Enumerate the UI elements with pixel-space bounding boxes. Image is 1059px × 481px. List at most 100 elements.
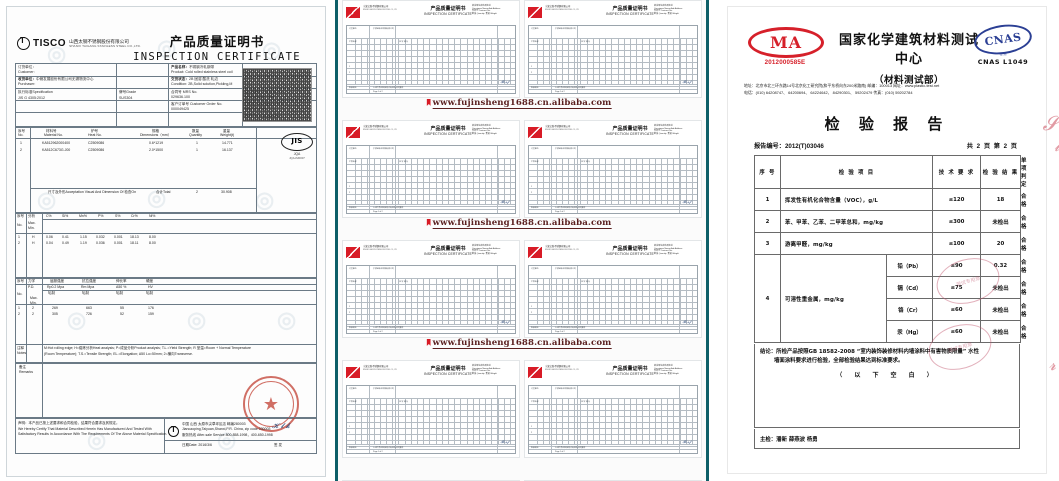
page-title-cn: 产品质量证明书 [169, 34, 265, 49]
table-row: 1 挥发性有机化合物含量（VOC），g/L ≤120 18 合格 [754, 188, 1026, 211]
cnas-code: CNAS L1049 [977, 58, 1029, 66]
table-row: 3 游离甲醛，mg/kg ≤100 20 合格 [754, 232, 1026, 255]
conclusion-box: 结论：所检产品按照GB 18582-2008 “室内装饰装修材料内墙涂料中有害物… [754, 344, 1020, 428]
baoxin-logo-icon [346, 7, 360, 18]
mini-header-right: 收货单位名称及地址 Consignee Name And Address 合同号 C… [472, 5, 501, 16]
items-total-weight: 30.908 [221, 190, 232, 194]
report-footer: 主检：潘新 薛燕波 杨勇 [754, 429, 1020, 449]
table-row: 4 可溶性重金属，mg/kg 铅（Pb） ≤90 0.32 合格 [754, 254, 1026, 343]
row-result: 未检出 [980, 320, 1021, 343]
handwritten-red-mark: 𝓵 [1054, 137, 1059, 155]
product-en: Product: Cold rolled stainless steel coi… [171, 70, 233, 74]
mini-title: 产品质量证明书 INSPECTION CERTIFICATE [606, 126, 654, 136]
product-label: 产品名称：不锈钢冷轧钢带 [171, 65, 215, 69]
row-no: 4 [754, 254, 781, 343]
mini-signature: 𝓑.𝓼𝓯 [682, 79, 691, 84]
baoxin-logo-icon [346, 367, 360, 378]
mini-header: 宁波宝新不锈钢有限公司 NINGBO BAOXIN STAINLESS STEEL… [528, 244, 698, 264]
tisco-company-name-en: SHANXI TAIGANG STAINLESS STEEL CO.,LTD. [69, 43, 141, 48]
organization-department: （材料测试部） [873, 75, 944, 86]
mini-header: 宁波宝新不锈钢有限公司 NINGBO BAOXIN STAINLESS STEEL… [528, 364, 698, 384]
mini-title: 产品质量证明书 INSPECTION CERTIFICATE [606, 366, 654, 376]
mini-table: 订货单位 宁波宝新不锈钢有限公司 产品名称化 学 成 分 1 2 检验结论 上述产品经检验符… [528, 385, 698, 454]
address-line: 地址：北京市北三环东路14号北京化工研究院(和平东桥向东200米路南) 邮编：1… [744, 83, 940, 88]
row-result: 未检出 [980, 210, 1021, 233]
table-row: 汞（Hg） ≤60 未检出 合格 [755, 320, 1026, 343]
page-title-en: INSPECTION CERTIFICATE [133, 51, 301, 63]
mini-signature: 𝓑.𝓼𝓯 [500, 79, 509, 84]
table-header-row: 序 号检 验 项 目技 术 要 求检 验 结 果单 项 判 定 [754, 155, 1028, 189]
tisco-footer-mark-icon [168, 425, 179, 437]
mini-title: 产品质量证明书 INSPECTION CERTIFICATE [424, 126, 472, 136]
row-requirement: ≤120 [932, 188, 981, 211]
purchaser-label-en: Purchaser: [18, 82, 36, 86]
mini-signature: 𝓑.𝓼𝓯 [682, 319, 691, 324]
table-row: 镉（Cd） ≤75 未检出 合格 [755, 276, 1026, 299]
table-row: 铬（Cr） ≤60 未检出 合格 [755, 298, 1026, 321]
page-title: 产品质量证明书 INSPECTION CERTIFICATE [119, 31, 315, 63]
row-result: 18 [980, 188, 1021, 211]
mini-table: 订货单位 宁波宝新不锈钢有限公司 产品名称化 学 成 分 1 2 检验结论 上述产品经检验符… [346, 385, 516, 454]
notes-line1: M:Hot rolling edge; H=熔炼分析Heat analysis;… [44, 346, 252, 350]
tisco-logo: TISCO 山西太钢不锈钢股份有限公司 SHANXI TAIGANG STAIN… [17, 36, 141, 50]
tisco-mark-icon [17, 36, 30, 50]
mini-signature: 𝓑.𝓼𝓯 [682, 199, 691, 204]
conclusion-line-2: 墙面涂料要求进行检验，全部检验结果达到标准要求。 [774, 358, 904, 364]
mini-header: 宁波宝新不锈钢有限公司 NINGBO BAOXIN STAINLESS STEEL… [528, 4, 698, 24]
items-total-label: 尺寸及外形Acceptation Visual And Dimension Of… [48, 190, 137, 194]
purchaser-value: 收货单位：中储发展股份有限公司无锡物流中心 [18, 77, 94, 81]
remarks-label: 备注 [19, 365, 26, 369]
row-result: 20 [980, 232, 1021, 255]
document-panel-tisco-certificate[interactable]: ◎ ◎ ◎ ◎ ◎ ◎ ◎ ◎ ◎ ◎ ◎ TISCO 山西太钢不锈钢股份有限公… [0, 0, 338, 481]
mini-signature: 𝓑.𝓼𝓯 [500, 319, 509, 324]
grade-label: 牌号Grade [119, 90, 137, 94]
handwritten-red-mark: 𝓻 [1048, 355, 1056, 374]
sub-item-name: 铬（Cr） [886, 298, 933, 321]
jis-code: JQA-IM0007 [289, 156, 305, 160]
organization-title: 国家化学建筑材料测试中心 （材料测试部） [834, 29, 984, 86]
customer-label-en: Customer: [18, 70, 35, 74]
order-value: 000049425 [171, 107, 189, 111]
conclusion-line-1: 结论：所检产品按照GB 18582-2008 “室内装饰装修材料内墙涂料中有害物… [760, 349, 979, 355]
document-panel-cnas-report[interactable]: MA 2012000585E 国家化学建筑材料测试中心 （材料测试部） CNAS… [709, 0, 1059, 481]
order-label: 客户订单号 Customer Order No. [171, 102, 223, 106]
column-header: 技 术 要 求 [932, 155, 981, 189]
cnas-logo: CNAS 检 测 CNAS L1049 [972, 21, 1034, 66]
report-number: 报告编号：2012(T)03046 [754, 143, 824, 150]
mini-header: 宁波宝新不锈钢有限公司 NINGBO BAOXIN STAINLESS STEEL… [528, 124, 698, 144]
mini-title: 产品质量证明书 INSPECTION CERTIFICATE [606, 6, 654, 16]
tisco-sheet: ◎ ◎ ◎ ◎ ◎ ◎ ◎ ◎ ◎ ◎ ◎ TISCO 山西太钢不锈钢股份有限公… [6, 6, 326, 477]
mini-company: 宁波宝新不锈钢有限公司 NINGBO BAOXIN STAINLESS STEEL… [545, 246, 579, 251]
row-item: 挥发性有机化合物含量（VOC），g/L [780, 188, 933, 211]
document-panel-mini-certificates[interactable]: 宁波宝新不锈钢有限公司 NINGBO BAOXIN STAINLESS STEEL… [338, 0, 709, 481]
stamp-inner-ring [248, 381, 294, 427]
notes-label: 注释 [17, 346, 24, 350]
row-item: 可溶性重金属，mg/kg [780, 254, 887, 343]
mini-header: 宁波宝新不锈钢有限公司 NINGBO BAOXIN STAINLESS STEEL… [346, 364, 516, 384]
mini-title: 产品质量证明书 INSPECTION CERTIFICATE [424, 246, 472, 256]
mini-table: 订货单位 宁波宝新不锈钢有限公司 产品名称化 学 成 分 1 2 检验结论 上述产品经检验符… [528, 25, 698, 94]
chemical-composition-box: 序号 No. 分析 Max. Min. C% Si% Mn% P% S% Cr%… [15, 212, 317, 279]
mini-header: 宁波宝新不锈钢有限公司 NINGBO BAOXIN STAINLESS STEEL… [346, 124, 516, 144]
mrs-label: 合同号 MRS No. [171, 90, 198, 94]
mini-header-right: 收货单位名称及地址 Consignee Name And Address 合同号 C… [472, 245, 501, 256]
organization-name: 国家化学建筑材料测试中心 [838, 33, 979, 67]
mini-company: 宁波宝新不锈钢有限公司 NINGBO BAOXIN STAINLESS STEEL… [545, 6, 579, 11]
condition-label: 交货状态：2B 固溶 酸洗 轧边 [171, 77, 218, 81]
red-company-stamp: ★ [243, 376, 299, 432]
jis-sub: JQA [293, 152, 301, 156]
column-header: 检 验 结 果 [980, 155, 1021, 189]
remarks-box: 备注 Remarks [15, 362, 317, 419]
sub-item-name: 铅（Pb） [886, 254, 933, 277]
row-requirement: ≤60 [932, 320, 981, 343]
baoxin-logo-icon [528, 367, 542, 378]
